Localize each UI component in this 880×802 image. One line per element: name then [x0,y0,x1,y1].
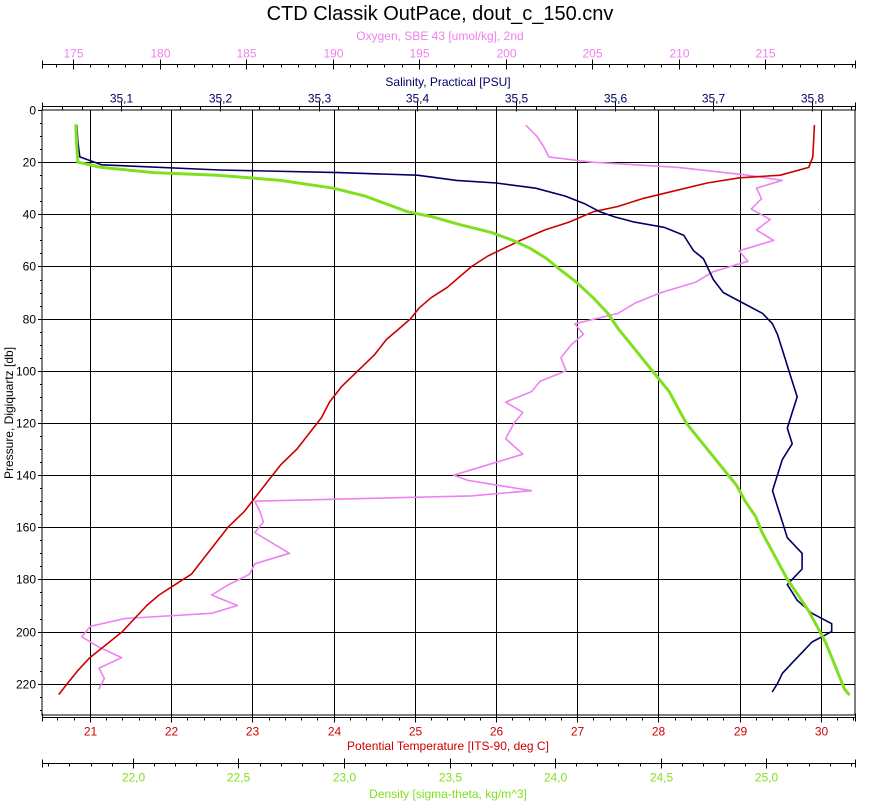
density-tick-label: 22,0 [122,771,146,785]
density-tick-label: 25,0 [755,771,779,785]
pressure-tick-label: 80 [23,313,37,327]
salinity-tick-label: 35,7 [702,92,726,106]
pressure-tick-label: 40 [23,208,37,222]
density-tick-label: 23,0 [333,771,357,785]
temperature-tick-label: 27 [571,725,585,739]
temperature-axis-label: Potential Temperature [ITS-90, deg C] [347,739,549,753]
pressure-tick-label: 20 [23,156,37,170]
pressure-tick-label: 100 [16,365,36,379]
temperature-tick-label: 28 [652,725,666,739]
salinity-tick-label: 35,6 [604,92,628,106]
temperature-tick-label: 26 [490,725,504,739]
grid-lines [41,109,856,716]
chart-title: CTD Classik OutPace, dout_c_150.cnv [267,3,614,25]
oxygen-tick-label: 175 [63,47,83,61]
temperature-tick-label: 29 [734,725,748,739]
density-axis-label: Density [sigma-theta, kg/m^3] [369,787,527,801]
salinity-tick-label: 35,1 [110,92,134,106]
oxygen-tick-label: 200 [496,47,516,61]
axes: 0 20 40 60 80 100 120 140 160 180 200 220 175 180 185 1… [16,47,856,785]
density-tick-label: 23,5 [439,771,463,785]
salinity-tick-label: 35,4 [406,92,430,106]
density-tick-label: 22,5 [227,771,251,785]
salinity-tick-label: 35,8 [801,92,825,106]
temperature-tick-label: 21 [84,725,98,739]
temperature-series-line [58,124,816,695]
pressure-tick-label: 160 [16,521,36,535]
salinity-tick-label: 35,3 [308,92,332,106]
plot-frame [41,109,856,716]
pressure-tick-label: 60 [23,260,37,274]
oxygen-tick-label: 180 [150,47,170,61]
temperature-tick-label: 22 [165,725,179,739]
density-tick-label: 24,5 [650,771,674,785]
pressure-tick-label: 140 [16,469,36,483]
density-series-line [74,124,851,696]
oxygen-axis-label: Oxygen, SBE 43 [umol/kg], 2nd [356,29,523,43]
pressure-axis-label: Pressure, Digiquartz [db] [2,347,16,479]
data-series [58,124,851,696]
oxygen-tick-label: 205 [582,47,602,61]
pressure-tick-label: 120 [16,417,36,431]
salinity-tick-label: 35,2 [209,92,233,106]
oxygen-tick-label: 190 [323,47,343,61]
oxygen-tick-label: 210 [669,47,689,61]
oxygen-tick-label: 215 [755,47,775,61]
salinity-tick-label: 35,5 [505,92,529,106]
oxygen-series-line [81,124,784,690]
pressure-tick-label: 0 [29,104,36,118]
pressure-tick-label: 220 [16,678,36,692]
temperature-tick-label: 23 [246,725,260,739]
temperature-tick-label: 30 [815,725,829,739]
pressure-tick-label: 180 [16,573,36,587]
temperature-tick-label: 25 [409,725,423,739]
density-tick-label: 24,0 [544,771,568,785]
salinity-axis-label: Salinity, Practical [PSU] [385,75,510,89]
salinity-series-line [76,124,833,693]
oxygen-tick-label: 185 [236,47,256,61]
pressure-tick-label: 200 [16,626,36,640]
oxygen-tick-label: 195 [409,47,429,61]
temperature-tick-label: 24 [328,725,342,739]
